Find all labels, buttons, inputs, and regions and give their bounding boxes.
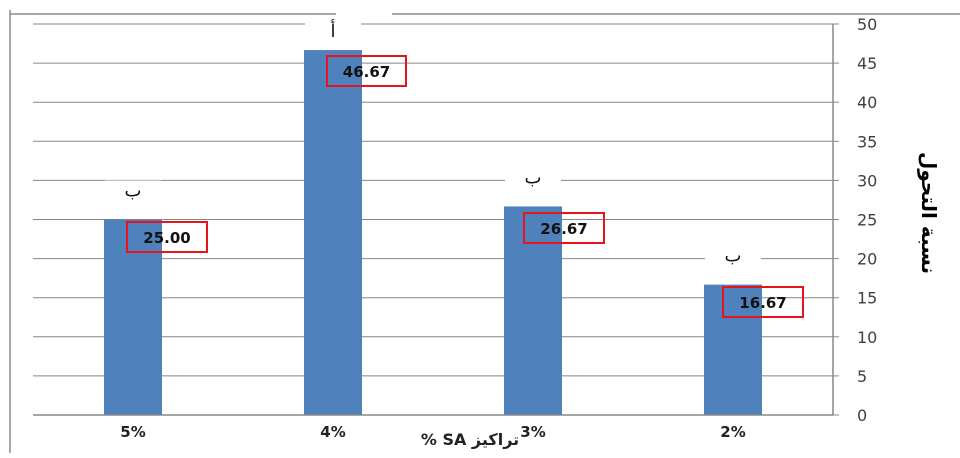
value-label-box xyxy=(722,286,804,318)
value-label: 26.67 xyxy=(540,220,587,238)
y-tick-label: 30 xyxy=(857,171,877,190)
significance-label-bg xyxy=(505,167,561,190)
category-label: 5% xyxy=(120,423,145,441)
value-label: 16.67 xyxy=(739,294,786,312)
grid xyxy=(33,23,833,377)
y-axis: 0 5 10 15 20 25 30 35 40 45 50 xyxy=(832,15,877,425)
significance-label-bg xyxy=(305,21,361,44)
value-label-box xyxy=(523,212,605,244)
value-label-box xyxy=(326,55,407,87)
y-tick-label: 35 xyxy=(857,132,877,151)
bars xyxy=(104,50,762,416)
bar xyxy=(704,284,762,415)
significance-letter: ب xyxy=(125,181,142,202)
value-label: 46.67 xyxy=(343,63,390,81)
x-axis-title: تراكيز SA % xyxy=(421,430,519,449)
y-tick-label: 15 xyxy=(857,289,877,308)
value-label-box xyxy=(126,221,208,253)
category-label: 2% xyxy=(720,423,745,441)
y-tick-label: 20 xyxy=(857,250,877,269)
data-labels: 25.00 ب 46.67 أ 26.67 ب 16.67 ب xyxy=(105,19,804,318)
category-label: 3% xyxy=(520,423,545,441)
y-tick-label: 50 xyxy=(857,15,877,34)
significance-letter: ب xyxy=(725,246,742,267)
y-axis-title: نسبة التحول xyxy=(917,152,941,274)
y-tick-label: 5 xyxy=(857,367,867,386)
y-tick-label: 10 xyxy=(857,328,877,347)
y-tick-label: 40 xyxy=(857,93,877,112)
category-label: 4% xyxy=(320,423,345,441)
bar xyxy=(104,219,162,415)
y-tick-label: 25 xyxy=(857,211,877,230)
bar xyxy=(304,50,362,416)
y-tick-label: 0 xyxy=(857,406,867,425)
significance-letter: أ xyxy=(330,19,335,42)
significance-label-bg xyxy=(105,180,161,203)
significance-label-bg xyxy=(705,245,761,268)
y-tick-label: 45 xyxy=(857,54,877,73)
significance-letter: ب xyxy=(525,167,542,188)
bar xyxy=(504,206,562,415)
x-axis: 5% 4% 3% 2% xyxy=(33,414,833,441)
value-label: 25.00 xyxy=(143,229,190,247)
